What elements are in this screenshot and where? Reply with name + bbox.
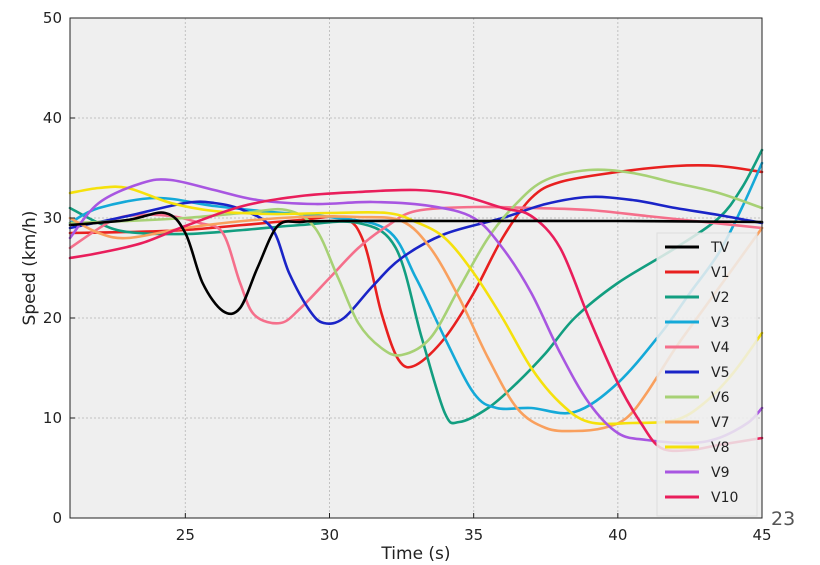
legend-label-v5: V5	[711, 365, 729, 381]
legend: TV V1 V2 V3 V4 V5 V6 V7 V8 V9 V10	[657, 233, 757, 516]
page-number: 23	[771, 508, 795, 530]
legend-label-v6: V6	[711, 390, 730, 406]
legend-label-v1: V1	[711, 265, 729, 281]
x-tick-label: 30	[320, 526, 339, 544]
legend-label-v7: V7	[711, 415, 729, 431]
legend-box	[657, 233, 757, 516]
legend-label-v3: V3	[711, 315, 729, 331]
legend-label-v4: V4	[711, 340, 730, 356]
legend-label-tv: TV	[710, 240, 730, 256]
x-tick-label: 25	[176, 526, 195, 544]
x-tick-label: 35	[464, 526, 483, 544]
y-axis-label: Speed (km/h)	[20, 211, 40, 326]
y-tick-label: 50	[43, 9, 62, 27]
x-tick-label: 40	[608, 526, 627, 544]
legend-label-v2: V2	[711, 290, 729, 306]
y-tick-label: 20	[43, 309, 62, 327]
y-tick-label: 0	[52, 509, 62, 527]
x-tick-label: 45	[752, 526, 771, 544]
y-tick-label: 10	[43, 409, 62, 427]
y-tick-label: 40	[43, 109, 62, 127]
legend-label-v10: V10	[711, 490, 738, 506]
legend-label-v9: V9	[711, 465, 729, 481]
legend-label-v8: V8	[711, 440, 729, 456]
x-axis-label: Time (s)	[380, 544, 450, 564]
y-tick-label: 30	[43, 209, 62, 227]
